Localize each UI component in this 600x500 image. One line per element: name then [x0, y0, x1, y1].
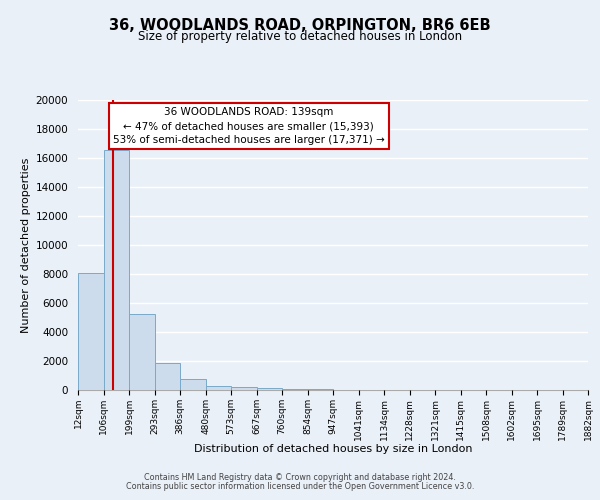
Text: Size of property relative to detached houses in London: Size of property relative to detached ho…	[138, 30, 462, 43]
Y-axis label: Number of detached properties: Number of detached properties	[22, 158, 31, 332]
Text: Contains public sector information licensed under the Open Government Licence v3: Contains public sector information licen…	[126, 482, 474, 491]
Bar	[155, 363, 180, 390]
Bar	[129, 314, 155, 390]
Bar	[180, 378, 206, 390]
X-axis label: Distribution of detached houses by size in London: Distribution of detached houses by size …	[194, 444, 472, 454]
Bar	[231, 387, 257, 390]
Text: 36, WOODLANDS ROAD, ORPINGTON, BR6 6EB: 36, WOODLANDS ROAD, ORPINGTON, BR6 6EB	[109, 18, 491, 32]
Text: 36 WOODLANDS ROAD: 139sqm
← 47% of detached houses are smaller (15,393)
53% of s: 36 WOODLANDS ROAD: 139sqm ← 47% of detac…	[113, 108, 385, 146]
Bar	[282, 389, 308, 390]
Text: Contains HM Land Registry data © Crown copyright and database right 2024.: Contains HM Land Registry data © Crown c…	[144, 472, 456, 482]
Bar	[257, 388, 282, 390]
Bar	[78, 272, 104, 390]
Bar	[206, 386, 231, 390]
Bar	[104, 150, 129, 390]
